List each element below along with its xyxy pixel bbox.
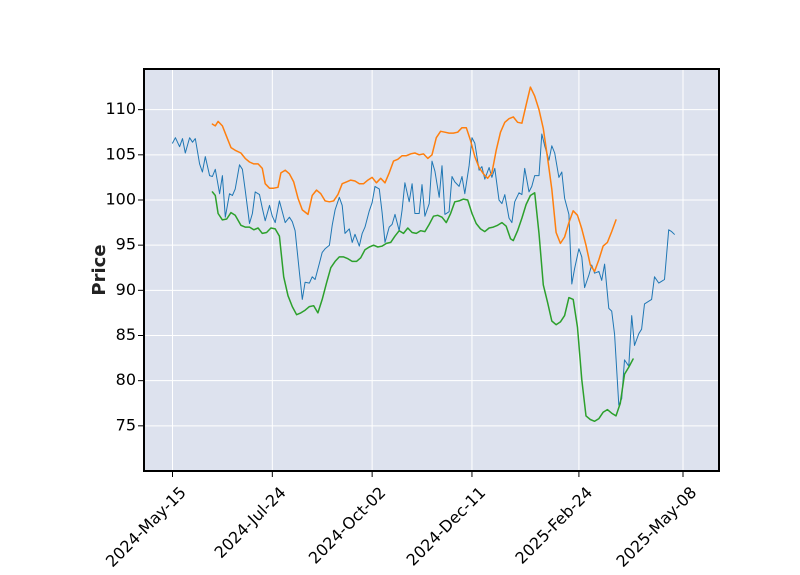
y-axis: 75 80 85 90 95 100 105 110 xyxy=(105,99,144,434)
plot-background xyxy=(144,69,719,471)
y-tick-label: 80 xyxy=(116,370,136,389)
y-axis-title: Price xyxy=(89,244,110,295)
x-axis: 2024-May-15 2024-Jul-24 2024-Oct-02 2024-De… xyxy=(102,471,700,571)
x-tick-label: 2024-May-15 xyxy=(102,483,190,571)
series-line-2 xyxy=(211,86,617,273)
y-tick-label: 100 xyxy=(105,189,136,208)
x-tick-label: 2025-May-08 xyxy=(612,483,700,571)
x-tick-label: 2024-Oct-02 xyxy=(305,483,390,568)
y-tick-label: 95 xyxy=(116,235,136,254)
y-tick-label: 105 xyxy=(105,144,136,163)
y-tick-label: 75 xyxy=(116,415,136,434)
x-tick-label: 2025-Feb-24 xyxy=(511,483,596,568)
y-tick-label: 85 xyxy=(116,325,136,344)
x-tick-label: 2024-Jul-24 xyxy=(211,483,290,562)
series-line-3 xyxy=(211,191,634,423)
y-tick-label: 90 xyxy=(116,280,136,299)
y-tick-label: 110 xyxy=(105,99,136,118)
x-tick-label: 2024-Dec-11 xyxy=(403,483,490,570)
series-layer xyxy=(172,86,675,423)
grid-lines xyxy=(144,69,719,471)
plot-frame xyxy=(143,68,720,472)
